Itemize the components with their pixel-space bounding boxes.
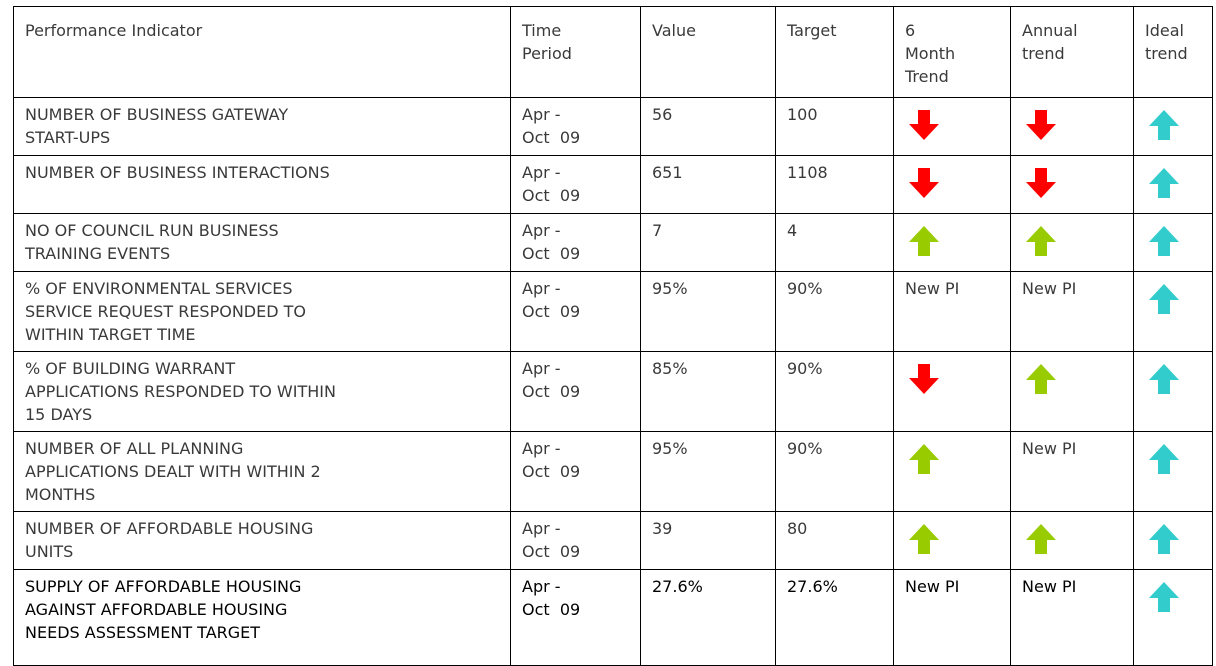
trend-text: New PI bbox=[1010, 431, 1134, 512]
trend-cell bbox=[1133, 213, 1213, 272]
trend-text: New PI bbox=[1010, 271, 1134, 352]
target: 90% bbox=[775, 431, 894, 512]
header-cell: Performance Indicator bbox=[13, 6, 511, 98]
value: 56 bbox=[640, 97, 776, 156]
target: 90% bbox=[775, 271, 894, 352]
target: 1108 bbox=[775, 155, 894, 214]
value: 651 bbox=[640, 155, 776, 214]
down-arrow bbox=[1026, 110, 1056, 140]
up-arrow bbox=[1149, 582, 1179, 612]
row: SUPPLY OF AFFORDABLE HOUSING AGAINST AFF… bbox=[13, 569, 1213, 666]
trend-cell bbox=[893, 431, 1011, 512]
trend-cell bbox=[1010, 351, 1134, 432]
trend-cell bbox=[1133, 511, 1213, 570]
trend-cell bbox=[893, 155, 1011, 214]
up-arrow bbox=[1149, 284, 1179, 314]
value: 95% bbox=[640, 431, 776, 512]
period: Apr - Oct 09 bbox=[510, 271, 641, 352]
row: NUMBER OF BUSINESS INTERACTIONS Apr - Oc… bbox=[13, 155, 1213, 214]
trend-cell bbox=[1133, 351, 1213, 432]
header-cell: Target bbox=[775, 6, 894, 98]
period: Apr - Oct 09 bbox=[510, 351, 641, 432]
up-arrow bbox=[1149, 524, 1179, 554]
period: Apr - Oct 09 bbox=[510, 431, 641, 512]
trend-cell bbox=[1010, 511, 1134, 570]
value: 27.6% bbox=[640, 569, 776, 666]
indicator: NUMBER OF BUSINESS INTERACTIONS bbox=[13, 155, 511, 214]
target: 4 bbox=[775, 213, 894, 272]
value: 39 bbox=[640, 511, 776, 570]
header-cell: Time Period bbox=[510, 6, 641, 98]
up-arrow bbox=[1149, 444, 1179, 474]
down-arrow bbox=[909, 364, 939, 394]
trend-cell bbox=[1133, 271, 1213, 352]
header-cell: Ideal trend bbox=[1133, 6, 1213, 98]
trend-cell bbox=[1133, 155, 1213, 214]
up-arrow bbox=[1149, 226, 1179, 256]
trend-cell bbox=[1133, 431, 1213, 512]
page: {"table": { "headers": ["Performance Ind… bbox=[13, 6, 1213, 666]
target: 100 bbox=[775, 97, 894, 156]
up-arrow bbox=[1026, 524, 1056, 554]
header-cell: Value bbox=[640, 6, 776, 98]
value: 95% bbox=[640, 271, 776, 352]
target: 27.6% bbox=[775, 569, 894, 666]
trend-cell bbox=[893, 511, 1011, 570]
row: NUMBER OF ALL PLANNING APPLICATIONS DEAL… bbox=[13, 431, 1213, 512]
row: NO OF COUNCIL RUN BUSINESS TRAINING EVEN… bbox=[13, 213, 1213, 272]
up-arrow bbox=[909, 226, 939, 256]
trend-cell bbox=[893, 97, 1011, 156]
indicator: NUMBER OF AFFORDABLE HOUSING UNITS bbox=[13, 511, 511, 570]
trend-cell bbox=[1010, 213, 1134, 272]
header-cell: Annual trend bbox=[1010, 6, 1134, 98]
indicator: % OF BUILDING WARRANT APPLICATIONS RESPO… bbox=[13, 351, 511, 432]
value: 7 bbox=[640, 213, 776, 272]
indicator: NO OF COUNCIL RUN BUSINESS TRAINING EVEN… bbox=[13, 213, 511, 272]
trend-cell bbox=[1010, 155, 1134, 214]
trend-text: New PI bbox=[893, 569, 1011, 666]
up-arrow bbox=[1149, 110, 1179, 140]
period: Apr - Oct 09 bbox=[510, 155, 641, 214]
period: Apr - Oct 09 bbox=[510, 511, 641, 570]
performance-table: Performance Indicator Time Period Value … bbox=[13, 6, 1213, 666]
row: NUMBER OF AFFORDABLE HOUSING UNITS Apr -… bbox=[13, 511, 1213, 570]
down-arrow bbox=[1026, 168, 1056, 198]
period: Apr - Oct 09 bbox=[510, 213, 641, 272]
value: 85% bbox=[640, 351, 776, 432]
up-arrow bbox=[1149, 364, 1179, 394]
indicator: % OF ENVIRONMENTAL SERVICES SERVICE REQU… bbox=[13, 271, 511, 352]
down-arrow bbox=[909, 168, 939, 198]
up-arrow bbox=[909, 444, 939, 474]
up-arrow bbox=[1026, 364, 1056, 394]
header-row: Performance Indicator Time Period Value … bbox=[13, 6, 1213, 98]
up-arrow bbox=[909, 524, 939, 554]
period: Apr - Oct 09 bbox=[510, 569, 641, 666]
indicator: NUMBER OF BUSINESS GATEWAY START-UPS bbox=[13, 97, 511, 156]
indicator: SUPPLY OF AFFORDABLE HOUSING AGAINST AFF… bbox=[13, 569, 511, 666]
indicator: NUMBER OF ALL PLANNING APPLICATIONS DEAL… bbox=[13, 431, 511, 512]
trend-text: New PI bbox=[1010, 569, 1134, 666]
up-arrow bbox=[1149, 168, 1179, 198]
up-arrow bbox=[1026, 226, 1056, 256]
trend-cell bbox=[1010, 97, 1134, 156]
target: 80 bbox=[775, 511, 894, 570]
row: NUMBER OF BUSINESS GATEWAY START-UPS Apr… bbox=[13, 97, 1213, 156]
row: % OF BUILDING WARRANT APPLICATIONS RESPO… bbox=[13, 351, 1213, 432]
target: 90% bbox=[775, 351, 894, 432]
trend-cell bbox=[1133, 97, 1213, 156]
trend-cell bbox=[893, 213, 1011, 272]
trend-text: New PI bbox=[893, 271, 1011, 352]
period: Apr - Oct 09 bbox=[510, 97, 641, 156]
header-cell: 6 Month Trend bbox=[893, 6, 1011, 98]
trend-cell bbox=[1133, 569, 1213, 666]
trend-cell bbox=[893, 351, 1011, 432]
row: % OF ENVIRONMENTAL SERVICES SERVICE REQU… bbox=[13, 271, 1213, 352]
down-arrow bbox=[909, 110, 939, 140]
